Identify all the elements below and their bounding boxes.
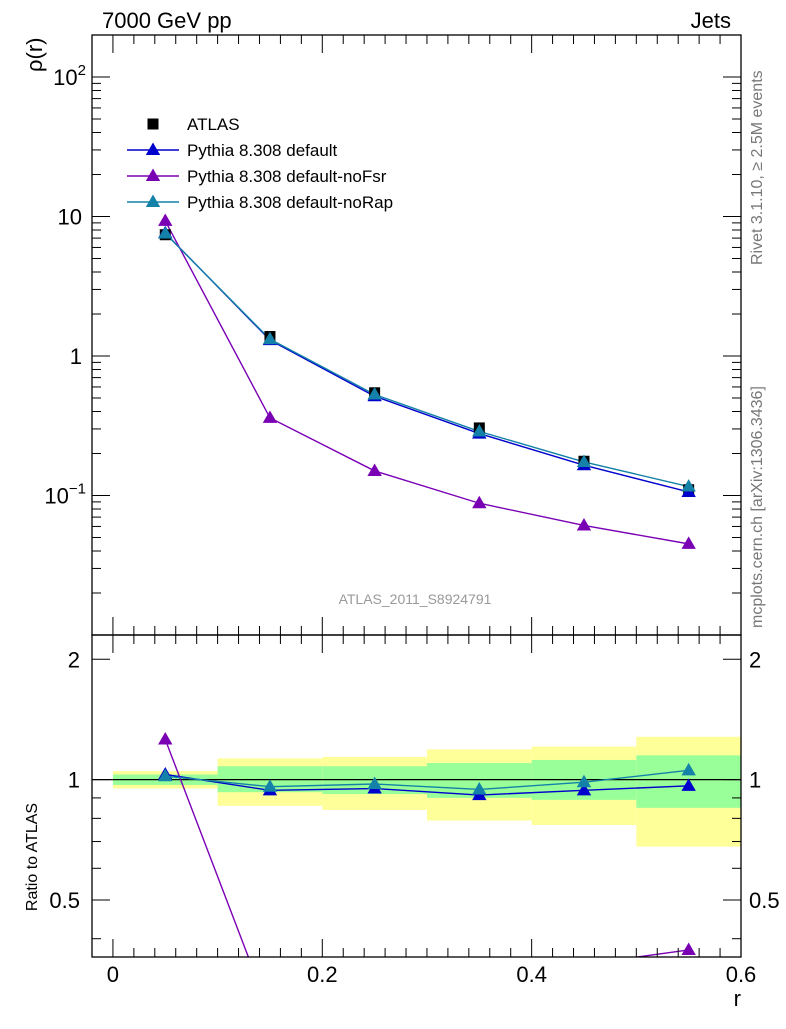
ratio-point-pythia-8-308-default-nofsr-0 (158, 732, 173, 745)
ratio-series-lines (158, 732, 696, 957)
ratio-axes: 0 0.2 0.4 0.6 0.5 0.5 1 1 2 2 (49, 634, 780, 987)
ratio-y-tick-label-right: 2 (749, 647, 761, 672)
point-pythia-8-308-default-norap-0 (158, 226, 173, 239)
legend-label-pythia-8-308-default-norap: Pythia 8.308 default-noRap (187, 193, 393, 212)
legend-marker-atlas (147, 118, 159, 130)
ratio-y-axis-label: Ratio to ATLAS (24, 803, 41, 911)
observable-title: Jets (691, 8, 731, 33)
ratio-point-pythia-8-308-default-norap-3 (472, 781, 487, 795)
point-pythia-8-308-default-norap-5 (681, 479, 696, 492)
ratio-point-pythia-8-308-default-norap-2 (367, 776, 382, 790)
line-pythia-8-308-default (164, 232, 689, 493)
legend: ATLAS Pythia 8.308 default Pythia 8.308 de… (127, 115, 393, 212)
line-pythia-8-308-default-norap (164, 233, 689, 488)
mcplots-label: mcplots.cern.ch [arXiv:1306.3436] (749, 386, 766, 628)
x-tick-label: 0 (107, 962, 119, 987)
ratio-y-tick-label: 1 (68, 768, 80, 793)
main-y-axis-label: ρ(r) (22, 38, 47, 73)
ratio-line-pythia-8-308-default-norap (165, 769, 689, 791)
main-y-tick-label: 102 (53, 62, 86, 90)
point-pythia-8-308-default-nofsr-0 (158, 213, 173, 226)
legend-marker-pythia-8-308-default (145, 142, 161, 156)
main-y-tick-label: 1 (70, 344, 82, 369)
ratio-y-tick-label: 0.5 (49, 888, 80, 913)
main-y-tick-label: 10−1 (44, 480, 86, 508)
point-pythia-8-308-default-norap-4 (576, 454, 592, 467)
x-tick-label: 0.2 (307, 962, 338, 987)
ratio-point-pythia-8-308-default-norap-4 (576, 774, 592, 788)
ratio-point-pythia-8-308-default-5 (681, 778, 696, 791)
line-pythia-8-308-default-nofsr (164, 220, 689, 545)
ratio-y-tick-label: 2 (68, 647, 80, 672)
point-pythia-8-308-default-nofsr-4 (576, 518, 592, 531)
point-pythia-8-308-default-norap-2 (367, 387, 382, 400)
legend-marker-pythia-8-308-default-nofsr (145, 168, 161, 182)
legend-label-atlas: ATLAS (187, 115, 240, 134)
collision-title: 7000 GeV pp (102, 8, 232, 33)
point-pythia-8-308-default-nofsr-3 (472, 495, 487, 509)
point-pythia-8-308-default-nofsr-2 (367, 463, 382, 476)
ratio-point-pythia-8-308-default-nofsr-5 (681, 942, 696, 955)
point-pythia-8-308-default-norap-3 (472, 423, 487, 437)
x-tick-label: 0.6 (726, 962, 757, 987)
rivet-version-label: Rivet 3.1.10, ≥ 2.5M events (749, 70, 766, 265)
main-series-lines (164, 220, 689, 545)
point-pythia-8-308-default-nofsr-5 (681, 536, 696, 549)
main-series-markers (158, 213, 696, 549)
analysis-id-label: ATLAS_2011_S8924791 (339, 591, 492, 607)
ratio-point-pythia-8-308-default-4 (576, 782, 592, 796)
ratio-y-tick-label-right: 1 (749, 768, 761, 793)
ratio-line-pythia-8-308-default (165, 773, 689, 796)
point-pythia-8-308-default-norap-1 (262, 331, 278, 345)
ratio-point-pythia-8-308-default-norap-0 (158, 768, 173, 782)
ratio-y-tick-label-right: 0.5 (749, 888, 780, 913)
legend-label-pythia-8-308-default-nofsr: Pythia 8.308 default-noFsr (187, 167, 387, 186)
x-tick-label: 0.4 (516, 962, 547, 987)
ratio-point-pythia-8-308-default-norap-1 (262, 779, 278, 792)
legend-marker-pythia-8-308-default-norap (145, 194, 161, 208)
ratio-point-pythia-8-308-default-norap-5 (681, 762, 696, 776)
x-axis-label: r (734, 986, 741, 1011)
main-panel: 10−1 1 10 102 (44, 34, 742, 636)
legend-label-pythia-8-308-default: Pythia 8.308 default (187, 141, 338, 160)
ratio-frame (91, 634, 742, 958)
main-y-tick-label: 10 (58, 204, 82, 229)
point-pythia-8-308-default-nofsr-1 (262, 410, 278, 423)
ratio-panel: 0 0.2 0.4 0.6 0.5 0.5 1 1 2 2 (49, 634, 780, 987)
